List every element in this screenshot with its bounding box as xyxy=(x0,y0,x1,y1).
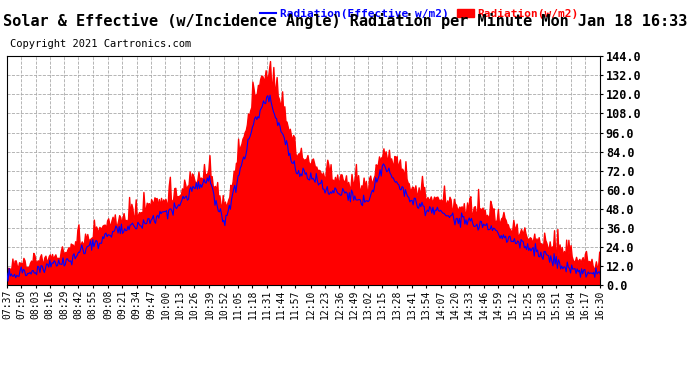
Text: Copyright 2021 Cartronics.com: Copyright 2021 Cartronics.com xyxy=(10,39,192,50)
Legend: Radiation(Effective w/m2), Radiation(w/m2): Radiation(Effective w/m2), Radiation(w/m… xyxy=(255,4,583,24)
Text: Solar & Effective (w/Incidence Angle) Radiation per Minute Mon Jan 18 16:33: Solar & Effective (w/Incidence Angle) Ra… xyxy=(3,13,687,29)
